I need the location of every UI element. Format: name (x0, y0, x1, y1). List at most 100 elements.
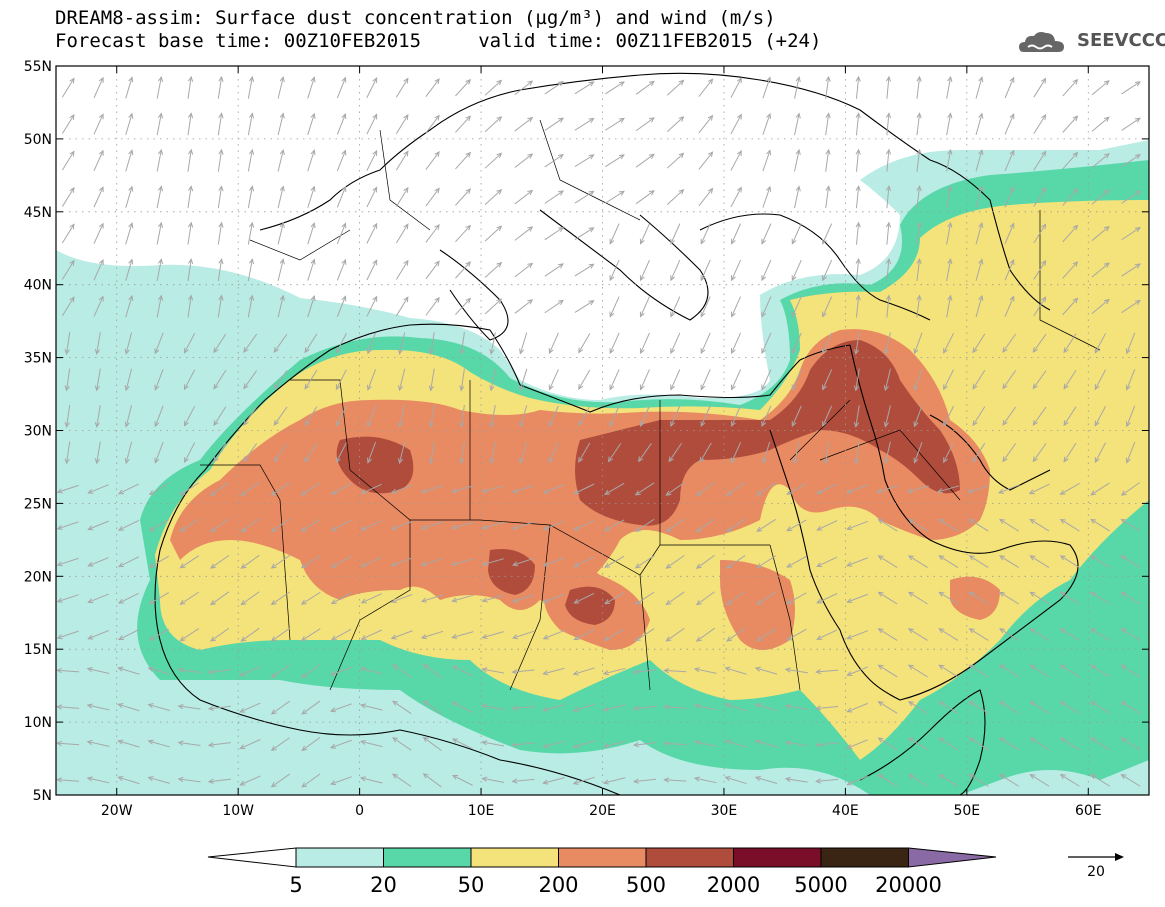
wind-arrow-icon (395, 186, 409, 207)
wind-arrow-icon (794, 148, 801, 172)
wind-arrow-icon (846, 702, 868, 713)
wind-arrow-icon (207, 669, 231, 675)
lon-tick-label: 30E (711, 803, 738, 819)
wind-arrow-icon (877, 628, 898, 641)
wind-arrow-icon (754, 739, 778, 748)
wind-arrow-icon (481, 631, 504, 639)
wind-arrow-icon (277, 148, 285, 172)
wind-arrow-icon (578, 442, 591, 463)
wind-arrow-icon (94, 441, 101, 465)
wind-arrow-icon (670, 259, 681, 282)
wind-arrow-icon (1004, 113, 1015, 135)
wind-arrow-icon (425, 260, 440, 280)
wind-arrow-icon (968, 591, 989, 605)
wind-arrow-icon (273, 406, 288, 426)
wind-arrow-icon (154, 369, 164, 391)
wind-arrow-icon (148, 592, 169, 605)
wind-arrow-icon (605, 190, 625, 204)
wind-arrow-icon (825, 112, 831, 136)
wind-arrow-icon (1120, 773, 1141, 787)
wind-arrow-icon (390, 557, 413, 567)
wind-arrow-icon (699, 442, 712, 463)
wind-arrow-icon (124, 441, 133, 465)
wind-arrow-icon (1059, 482, 1080, 495)
wind-arrow-icon (544, 190, 564, 204)
lat-tick-label: 40N (24, 278, 52, 294)
wind-arrow-icon (94, 332, 101, 356)
wind-arrow-icon (183, 369, 196, 391)
wind-arrow-icon (609, 405, 620, 428)
wind-arrow-icon (86, 739, 110, 747)
wind-arrow-icon (578, 369, 591, 390)
wind-arrow-icon (1120, 518, 1141, 532)
wind-arrow-icon (455, 188, 472, 206)
wind-arrow-icon (395, 223, 409, 244)
wind-arrow-icon (86, 703, 110, 711)
wind-arrow-icon (1120, 555, 1141, 568)
wind-arrow-icon (147, 703, 170, 711)
wind-arrow-icon (754, 703, 778, 712)
wind-arrow-icon (791, 296, 802, 318)
wind-arrow-icon (975, 112, 984, 136)
wind-arrow-icon (451, 702, 473, 713)
wind-arrow-icon (156, 258, 164, 282)
wind-arrow-icon (542, 740, 565, 749)
wind-arrow-icon (883, 368, 891, 392)
wind-arrow-icon (1004, 76, 1015, 99)
wind-arrow-icon (602, 704, 626, 712)
wind-arrow-icon (730, 113, 742, 135)
wind-arrow-icon (968, 628, 989, 641)
wind-arrow-icon (428, 332, 435, 356)
wind-arrow-icon (243, 370, 258, 390)
wind-arrow-icon (938, 628, 959, 641)
wind-arrow-icon (542, 520, 565, 531)
wind-arrow-icon (604, 592, 625, 605)
colorbar: 5 20 50 200 500 2000 5000 20000 (207, 847, 997, 897)
wind-arrow-icon (1091, 225, 1110, 242)
wind-arrow-icon (574, 154, 595, 168)
lat-tick-label: 45N (24, 205, 52, 221)
wind-arrow-icon (975, 76, 984, 99)
wind-arrow-icon (177, 704, 201, 710)
wind-arrow-icon (86, 667, 110, 674)
wind-arrow-icon (573, 520, 595, 531)
wind-arrow-icon (125, 76, 134, 99)
wind-arrow-icon (425, 114, 440, 134)
logo-text: SEEVCCC (1077, 30, 1165, 51)
wind-arrow-icon (885, 294, 892, 318)
wind-arrow-icon (1032, 370, 1047, 390)
wind-arrow-icon (243, 406, 258, 426)
wind-arrow-icon (366, 222, 378, 244)
wind-arrow-icon (855, 148, 861, 172)
wind-arrow-icon (489, 368, 496, 392)
wind-arrow-icon (572, 703, 595, 713)
wind-arrow-icon (605, 117, 625, 131)
wind-arrow-icon (304, 369, 318, 390)
wind-arrow-icon (1120, 737, 1141, 751)
wind-arrow-icon (943, 332, 955, 354)
wind-arrow-icon (999, 591, 1019, 605)
wind-arrow-icon (481, 703, 505, 711)
wind-arrow-icon (1091, 298, 1110, 314)
wind-arrow-icon (938, 555, 959, 568)
wind-arrow-icon (125, 149, 134, 172)
wind-arrow-icon (972, 369, 986, 390)
wind-arrow-icon (761, 369, 772, 391)
wind-arrow-icon (1028, 483, 1050, 495)
lat-tick-label: 25N (24, 496, 52, 512)
wind-arrow-icon (700, 332, 711, 355)
wind-arrow-icon (816, 629, 838, 640)
wind-arrow-icon (786, 519, 807, 532)
wind-arrow-icon (1062, 261, 1079, 279)
wind-arrow-icon (125, 112, 134, 136)
colorbar-bin-50-200 (470, 847, 559, 868)
wind-arrow-icon (572, 740, 595, 749)
wind-arrow-icon (609, 223, 620, 245)
colorbar-bin-20-50 (383, 847, 472, 868)
wind-arrow-icon (877, 773, 898, 787)
wind-arrow-icon (56, 740, 80, 747)
wind-arrow-icon (975, 258, 984, 281)
wind-arrow-icon (179, 518, 200, 532)
wind-arrow-icon (512, 484, 535, 494)
wind-arrow-icon (761, 296, 772, 318)
